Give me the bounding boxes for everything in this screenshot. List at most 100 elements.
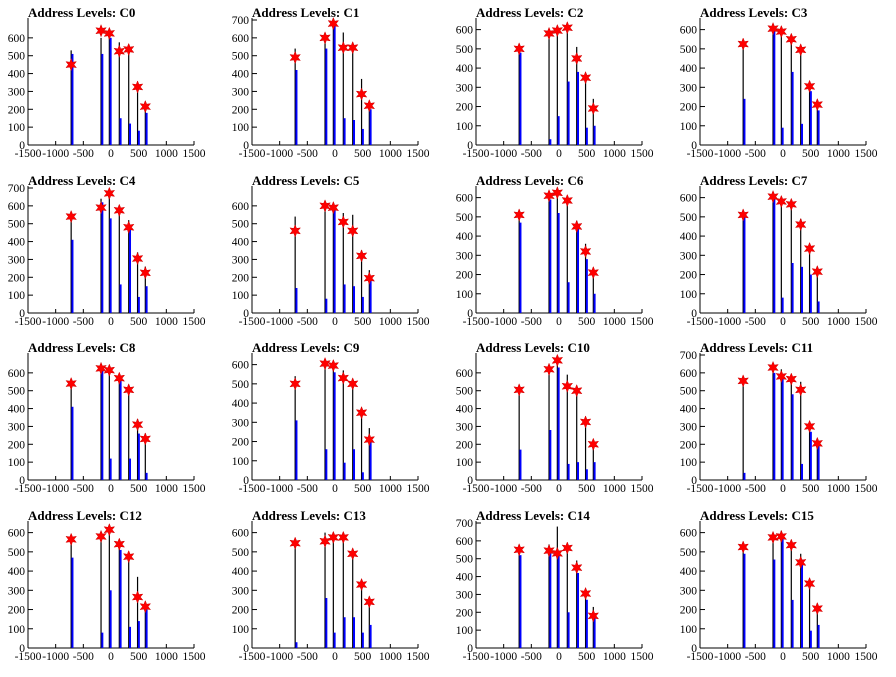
blue-bar (361, 472, 364, 480)
black-bar (360, 78, 363, 145)
black-bar (816, 438, 818, 480)
blue-bar (743, 216, 746, 313)
y-tick-label: 500 (232, 547, 250, 559)
y-tick-label: 300 (680, 421, 698, 433)
blue-bar (369, 277, 372, 313)
blue-bar (773, 197, 776, 313)
x-tick-label: -1500 (15, 316, 42, 328)
x-tick-label: -1000 (266, 651, 293, 663)
y-tick-label: 500 (680, 44, 698, 56)
black-bar (780, 29, 782, 145)
chart-title: Address Levels: C12 (28, 508, 142, 523)
black-bar (144, 266, 146, 313)
star-marker (327, 530, 340, 545)
x-tick-label: 0 (332, 483, 338, 495)
star-marker (103, 26, 116, 41)
black-bar (70, 538, 72, 648)
star-marker (131, 417, 144, 432)
blue-bar (101, 53, 104, 145)
x-tick-label: -1000 (42, 148, 69, 160)
black-bar (772, 25, 774, 145)
blue-bar (109, 590, 112, 648)
star-marker (363, 432, 376, 447)
blue-bar (577, 573, 580, 648)
blue-bar (333, 207, 336, 313)
star-marker (95, 200, 107, 215)
black-bar (128, 553, 130, 648)
y-tick-label: 200 (680, 605, 698, 617)
star-marker (570, 51, 583, 66)
blue-bar (295, 70, 298, 145)
black-bar (342, 536, 344, 648)
star-marker (113, 44, 126, 58)
chart-title: Address Levels: C3 (700, 5, 808, 20)
blue-bar (743, 472, 746, 480)
x-tick-label: -500 (521, 651, 542, 663)
x-tick-label: 1500 (631, 483, 654, 495)
y-tick-label: 0 (691, 140, 697, 152)
x-tick-label: -1000 (714, 148, 741, 160)
y-tick-label: 300 (232, 86, 250, 98)
star-marker (570, 560, 583, 575)
blue-bar (343, 284, 346, 313)
x-tick-label: 1500 (183, 316, 206, 328)
x-tick-label: -1000 (490, 148, 517, 160)
y-tick-label: 400 (232, 566, 250, 578)
blue-bar (549, 430, 552, 480)
y-tick-label: 400 (456, 231, 474, 243)
black-bar (70, 50, 72, 145)
blue-bar (119, 284, 122, 313)
y-tick-label: 600 (680, 528, 698, 540)
blue-bar (809, 274, 812, 313)
y-tick-label: 300 (8, 585, 26, 597)
black-bar (808, 578, 811, 648)
blue-bar (801, 559, 804, 648)
x-tick-label: -1500 (687, 316, 714, 328)
chart-panel-14: Address Levels: C14 0 100 200 300 400 500 600 70… (456, 508, 654, 663)
chart-panel-1: Address Levels: C1 0 100 200 300 400 500 600 700… (232, 5, 430, 160)
blue-bar (791, 263, 794, 313)
black-bar (332, 23, 334, 145)
x-tick-label: -1000 (266, 483, 293, 495)
blue-bar (129, 626, 132, 648)
x-tick-label: 1000 (155, 316, 178, 328)
black-bar (518, 211, 520, 313)
x-tick-label: 1500 (407, 483, 430, 495)
black-bar (108, 367, 110, 480)
star-marker (319, 31, 331, 45)
y-tick-label: 300 (680, 250, 698, 262)
black-bar (816, 100, 818, 145)
y-tick-label: 300 (8, 254, 26, 266)
blue-bar (109, 37, 112, 145)
x-tick-label: -1000 (490, 651, 517, 663)
blue-bar (333, 372, 336, 480)
star-marker (775, 194, 788, 209)
x-tick-label: 500 (578, 148, 596, 160)
black-bar (100, 365, 102, 480)
x-tick-label: 1500 (855, 148, 878, 160)
y-tick-label: 300 (456, 589, 474, 601)
chart-title: Address Levels: C6 (476, 173, 584, 188)
blue-bar (567, 81, 570, 145)
black-bar (360, 580, 363, 648)
y-tick-label: 100 (232, 624, 250, 636)
star-marker (811, 264, 824, 279)
x-tick-label: 500 (130, 148, 148, 160)
y-tick-label: 600 (232, 360, 250, 372)
x-tick-label: -500 (73, 316, 94, 328)
x-tick-label: 0 (556, 651, 562, 663)
x-tick-label: -500 (297, 316, 318, 328)
star-marker (513, 208, 525, 222)
y-tick-label: 0 (19, 140, 25, 152)
black-bar (556, 526, 558, 648)
black-bar (136, 252, 139, 313)
star-marker (737, 37, 749, 51)
black-bar (548, 367, 550, 480)
black-bar (584, 589, 587, 648)
black-bar (548, 31, 550, 145)
star-marker (363, 271, 376, 285)
black-bar (294, 376, 296, 480)
blue-bar (519, 449, 522, 480)
x-tick-label: -1500 (239, 483, 266, 495)
